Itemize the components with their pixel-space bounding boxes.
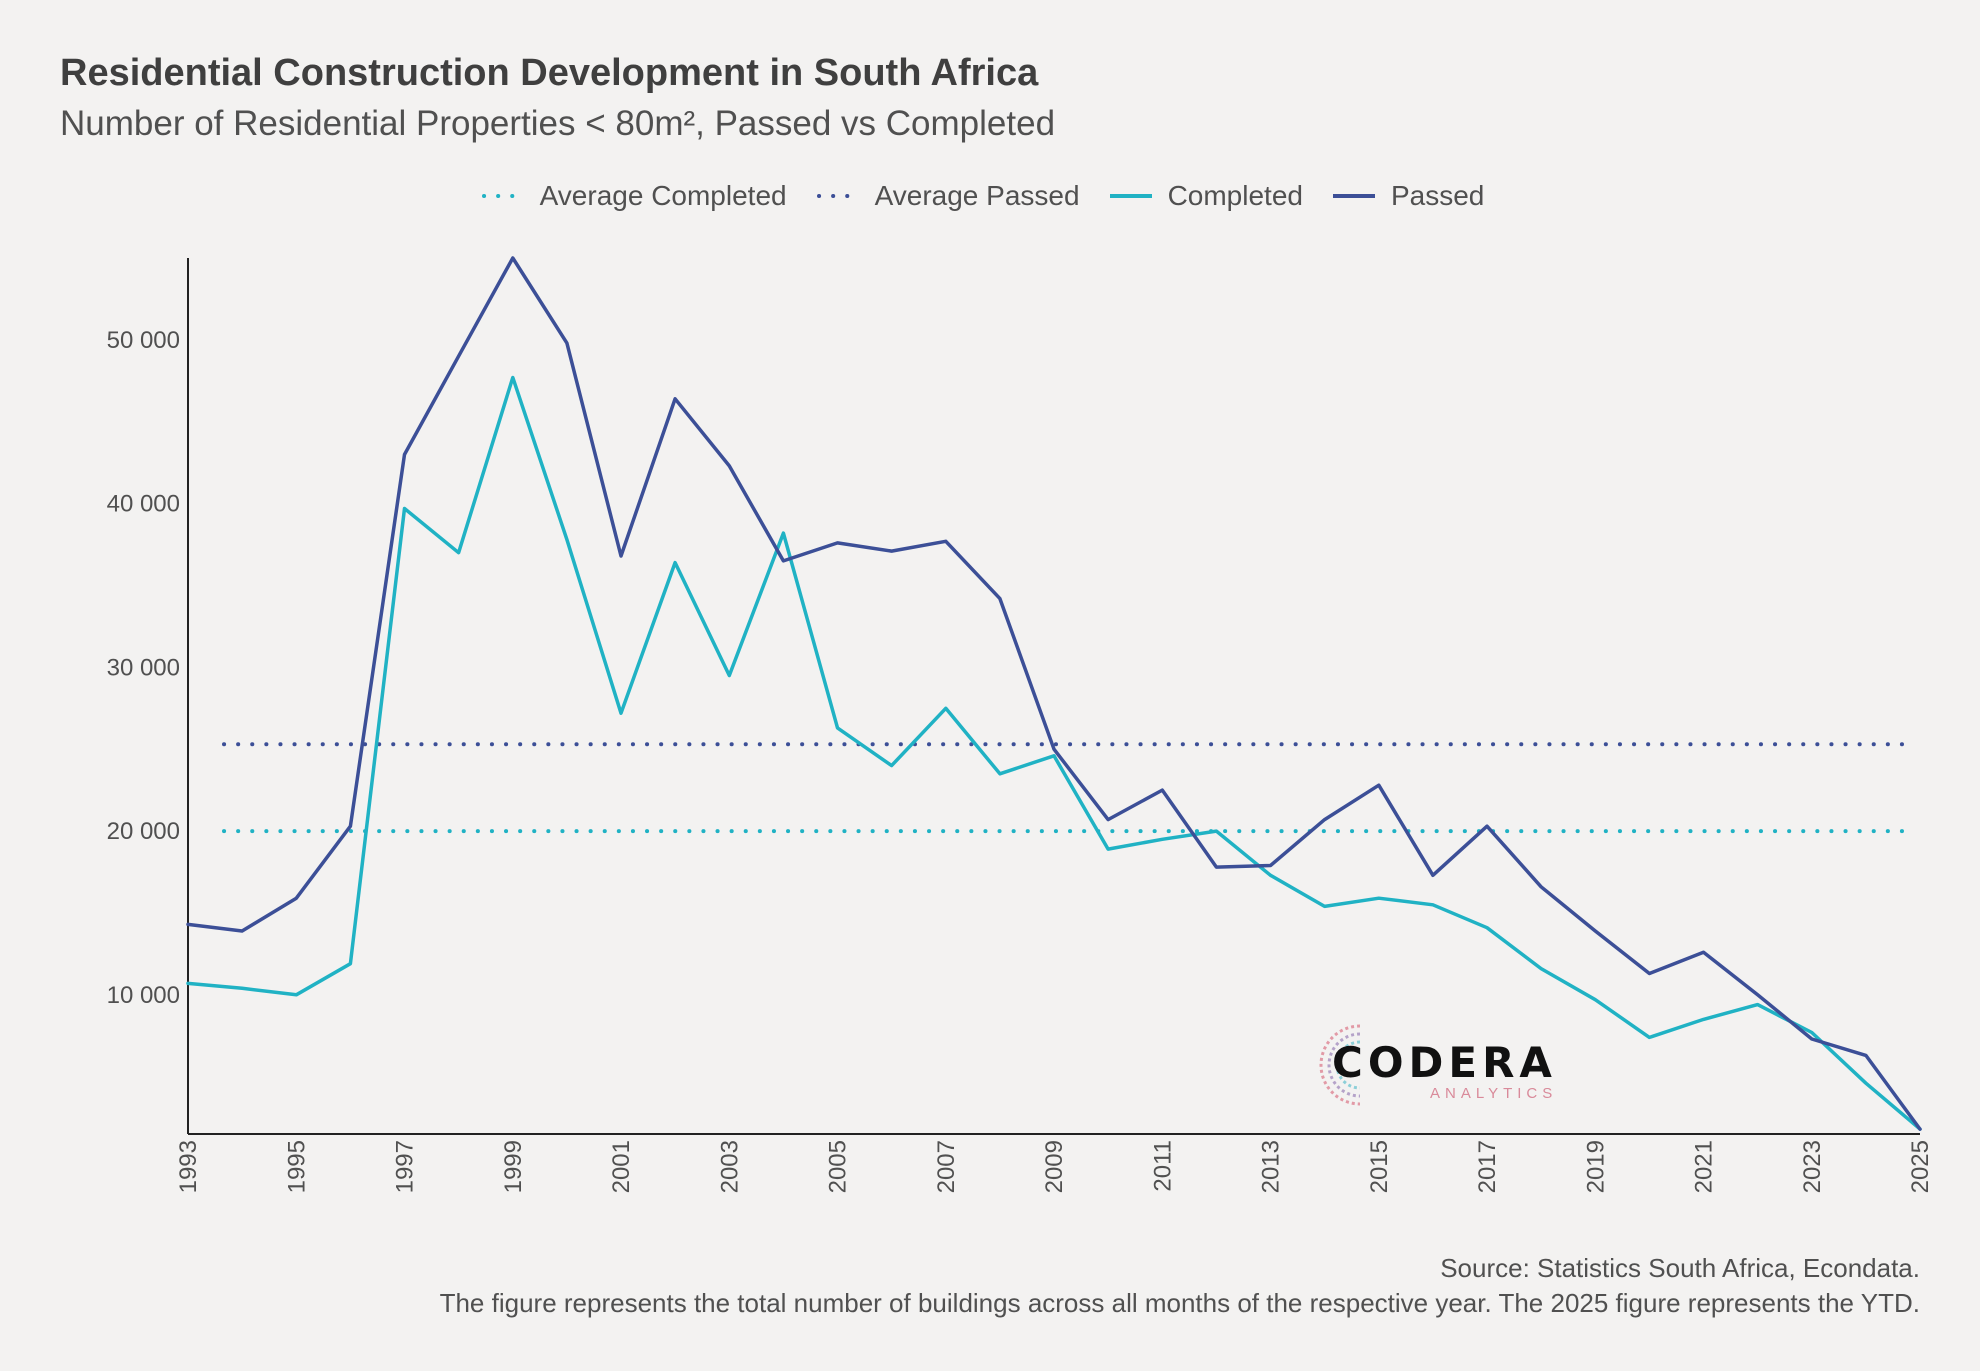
x-tick-label: 2025 xyxy=(1907,1140,1934,1193)
y-tick-label: 30 000 xyxy=(107,654,180,681)
legend-key-completed xyxy=(1109,194,1152,198)
tick-labels: 10 000 20 000 30 000 40 000 50 000 1993 1995 19… xyxy=(107,327,1934,1194)
legend-item-passed: Passed xyxy=(1329,180,1502,212)
x-tick-label: 2021 xyxy=(1691,1140,1718,1193)
legend-label-passed: Passed xyxy=(1390,180,1485,211)
y-tick-label: 10 000 xyxy=(107,982,180,1009)
x-tick-label: 1999 xyxy=(500,1140,527,1193)
legend-item-average-completed: Average Completed xyxy=(478,180,805,212)
x-tick-label: 2003 xyxy=(716,1140,743,1193)
x-tick-label: 2009 xyxy=(1041,1140,1068,1193)
x-tick-label: 2015 xyxy=(1366,1140,1393,1193)
x-tick-label: 1993 xyxy=(175,1140,202,1193)
x-tick-label: 2013 xyxy=(1258,1140,1285,1193)
codera-logo: CODERA ANALYTICS xyxy=(1310,1020,1570,1110)
x-tick-label: 2017 xyxy=(1474,1140,1501,1193)
x-tick-label: 2005 xyxy=(825,1140,852,1193)
y-tick-label: 20 000 xyxy=(107,818,180,845)
codera-logo-word: CODERA xyxy=(1332,1038,1557,1087)
chart-title: Residential Construction Development in … xyxy=(60,52,1039,94)
legend-key-passed xyxy=(1332,194,1375,198)
source-caption: Source: Statistics South Africa, Econdat… xyxy=(1440,1253,1920,1283)
legend-label-completed: Completed xyxy=(1167,180,1303,211)
axes xyxy=(187,258,1920,1135)
series-lines xyxy=(186,256,1922,1131)
codera-logo-sub: ANALYTICS xyxy=(1430,1085,1558,1102)
average-lines xyxy=(222,742,1914,834)
legend-label-average-passed: Average Passed xyxy=(874,180,1080,211)
legend-item-completed: Completed xyxy=(1106,180,1321,212)
x-tick-label: 1997 xyxy=(392,1140,419,1193)
x-tick-label: 2023 xyxy=(1799,1140,1826,1193)
chart-subtitle: Number of Residential Properties < 80m²,… xyxy=(60,104,1056,143)
legend-item-average-passed: Average Passed xyxy=(813,180,1098,212)
codera-logo-mark-icon xyxy=(1319,1024,1361,1106)
y-tick-label: 50 000 xyxy=(107,327,180,354)
x-tick-label: 2007 xyxy=(933,1140,960,1193)
legend: Average Completed Average Passed Complet… xyxy=(0,180,1980,212)
series-line-passed xyxy=(186,256,1922,1131)
x-tick-label: 2011 xyxy=(1149,1140,1176,1192)
x-tick-label: 1995 xyxy=(283,1140,310,1193)
x-tick-label: 2019 xyxy=(1582,1140,1609,1193)
series-line-completed xyxy=(186,375,1922,1131)
legend-label-average-completed: Average Completed xyxy=(539,180,787,211)
note-caption: The figure represents the total number o… xyxy=(439,1288,1920,1318)
y-tick-label: 40 000 xyxy=(107,491,180,518)
x-tick-label: 2001 xyxy=(608,1140,635,1193)
